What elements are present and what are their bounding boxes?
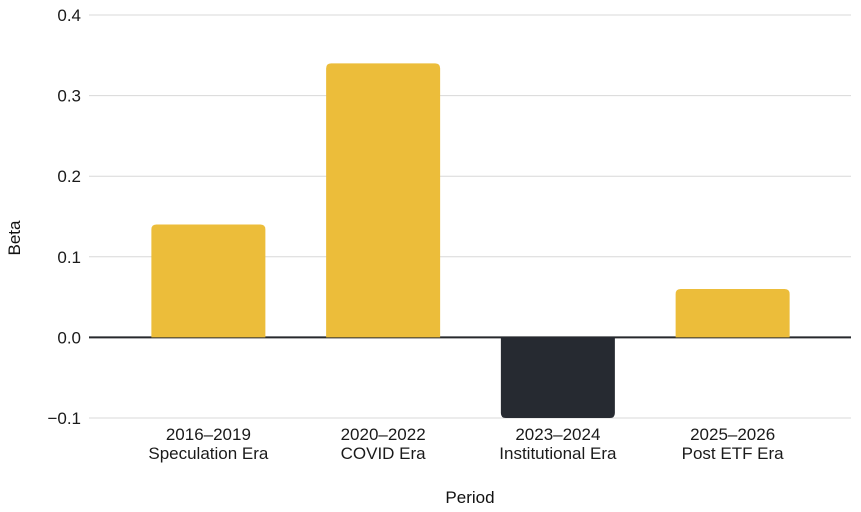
x-tick-label-period: 2020–2022 — [341, 425, 426, 444]
y-tick-label: 0.2 — [57, 167, 81, 186]
y-axis-title: Beta — [5, 220, 24, 256]
y-axis-tick-labels: −0.1 0.0 0.1 0.2 0.3 0.4 — [47, 6, 81, 428]
y-tick-label: 0.4 — [57, 6, 81, 25]
bar-2020–2022 — [326, 63, 441, 338]
x-tick-label-era: Post ETF Era — [682, 444, 785, 463]
bar-2023–2024 — [500, 337, 615, 418]
y-tick-label: 0.0 — [57, 328, 81, 347]
y-tick-label: 0.1 — [57, 248, 81, 267]
x-tick-label-era: COVID Era — [341, 444, 427, 463]
x-tick-label-period: 2023–2024 — [515, 425, 600, 444]
x-tick-label-period: 2025–2026 — [690, 425, 775, 444]
x-tick-label-era: Institutional Era — [499, 444, 617, 463]
y-tick-label: 0.3 — [57, 87, 81, 106]
x-tick-label-period: 2016–2019 — [166, 425, 251, 444]
y-tick-label: −0.1 — [47, 409, 81, 428]
bar-2025–2026 — [675, 289, 790, 338]
bar-series — [151, 63, 790, 418]
bar-2016–2019 — [151, 224, 266, 338]
gridlines — [89, 14, 851, 419]
x-axis-title: Period — [445, 488, 494, 507]
x-tick-label-era: Speculation Era — [148, 444, 269, 463]
